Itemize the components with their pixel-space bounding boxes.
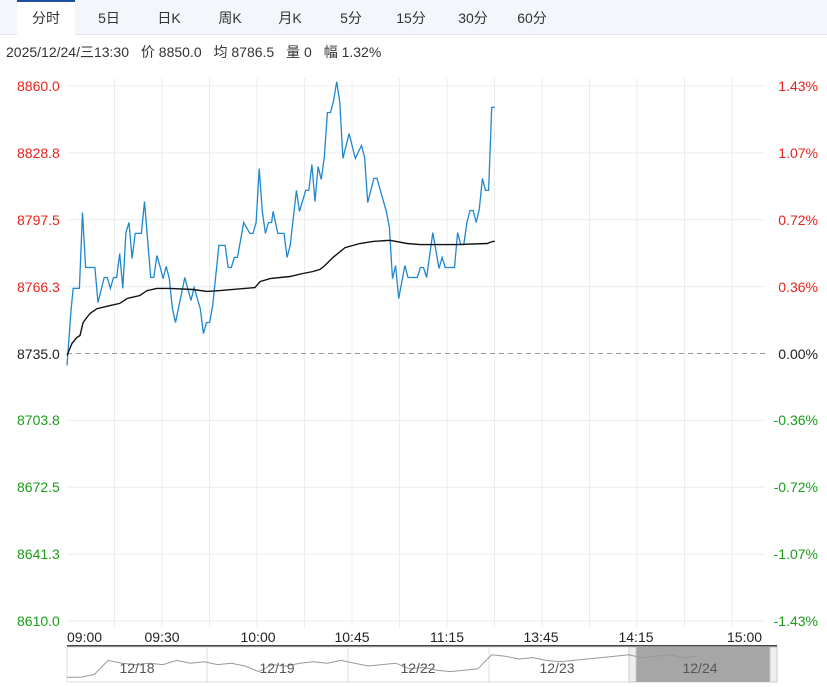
navigator-handle-right [769,646,778,683]
tab-6[interactable]: 15分 [396,10,426,26]
info-volume: 量 0 [286,44,312,60]
y-tick-percent: -1.43% [773,613,818,629]
navigator-day-label[interactable]: 12/22 [400,660,436,676]
y-tick-price: 8672.5 [17,479,60,496]
x-tick-time: 15:00 [727,629,763,645]
x-tick-time: 14:15 [618,629,654,645]
price-line [66,81,495,366]
navigator-day-label[interactable]: 12/19 [259,660,295,676]
tab-5[interactable]: 5分 [340,10,362,26]
info-avg: 均 8786.5 [213,44,275,60]
x-tick-time: 13:45 [523,629,559,645]
x-tick-time: 11:15 [430,629,464,645]
tab-3[interactable]: 周K [218,10,242,26]
x-tick-time: 09:00 [67,629,103,645]
y-tick-percent: 0.00% [778,345,818,362]
y-tick-percent: -0.72% [773,479,818,496]
y-tick-price: 8797.5 [17,211,60,228]
info-price: 价 8850.0 [140,44,202,60]
info-change: 幅 1.32% [323,44,382,60]
tab-4[interactable]: 月K [278,10,302,26]
quote-info-bar: 2025/12/24/三13:30 价 8850.0 均 8786.5 量 0 … [6,42,389,62]
tab-7[interactable]: 30分 [458,10,488,26]
y-tick-percent: 1.07% [778,144,818,161]
y-tick-percent: -0.36% [773,412,818,429]
y-tick-price: 8828.8 [17,144,60,161]
x-tick-time: 10:45 [334,629,370,645]
info-datetime: 2025/12/24/三13:30 [6,44,129,60]
avg-price-line [66,239,495,356]
navigator-day-label[interactable]: 12/18 [119,660,155,676]
navigator-day-label[interactable]: 12/23 [539,660,575,676]
y-tick-price: 8766.3 [17,278,60,295]
y-tick-price: 8641.3 [17,546,60,563]
tab-0[interactable]: 分时 [17,0,75,35]
y-tick-percent: 0.72% [778,211,818,228]
navigator-selection [636,647,770,682]
x-tick-time: 09:30 [144,629,180,645]
y-tick-percent: -1.07% [773,546,818,563]
y-tick-price: 8703.8 [17,412,60,429]
navigator-day-label[interactable]: 12/24 [682,660,718,676]
y-tick-percent: 0.36% [778,278,818,295]
x-tick-time: 10:00 [240,629,276,645]
tab-8[interactable]: 60分 [517,10,547,26]
y-tick-price: 8610.0 [17,613,60,629]
navigator-handle-left [628,646,637,683]
period-tabs: 分时 5日 日K 周K 月K 5分 15分 30分 60分 [0,0,827,35]
y-tick-percent: 1.43% [778,78,818,94]
y-tick-price: 8860.0 [17,78,60,94]
tab-2[interactable]: 日K [157,10,181,26]
navigator-sparkline [67,654,698,678]
y-tick-price: 8735.0 [17,345,60,362]
tab-1[interactable]: 5日 [98,10,120,26]
